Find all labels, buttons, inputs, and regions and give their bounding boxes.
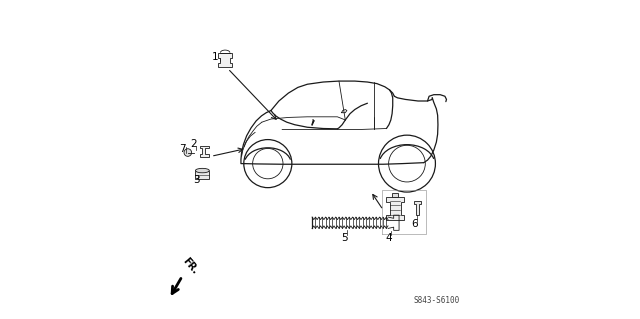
Polygon shape [195,171,209,179]
Text: 6: 6 [412,219,418,229]
Text: 5: 5 [341,233,348,243]
Circle shape [184,149,191,156]
Polygon shape [218,53,232,67]
Text: FR.: FR. [181,256,200,277]
Polygon shape [392,194,399,197]
Text: 1: 1 [212,52,218,62]
Ellipse shape [195,168,209,173]
Polygon shape [386,197,404,220]
Text: 4: 4 [386,233,392,243]
Polygon shape [200,146,209,157]
Text: 3: 3 [193,175,199,185]
Text: 7: 7 [179,145,186,154]
Polygon shape [414,201,420,214]
Text: S843-S6100: S843-S6100 [414,296,460,305]
Text: 2: 2 [190,139,197,149]
